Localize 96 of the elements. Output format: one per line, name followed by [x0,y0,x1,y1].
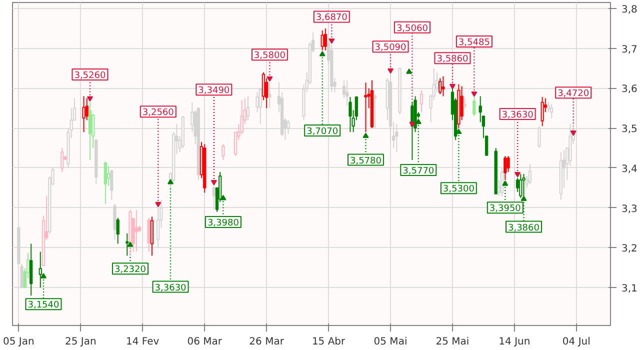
candlestick [348,96,352,133]
candlestick [395,124,398,153]
x-tick-label: 25 Mai [436,336,470,348]
candlestick [528,164,532,184]
candlestick [150,216,154,256]
data-label: 3,5780 [350,156,382,166]
point [406,68,412,74]
data-label: 3,5300 [442,184,475,195]
x-tick-label: 05 Mai [374,336,408,348]
candlestick [373,94,377,129]
data-label: 3,7070 [306,126,338,137]
candlestick [126,232,129,256]
data-label: 3,2560 [142,108,174,118]
x-tick-label: 05 Jan [3,336,34,348]
point [155,202,162,208]
data-label: 3,5485 [458,38,490,48]
candlestick [460,86,464,121]
candlestick [504,156,507,180]
y-tick-label: 3,2 [622,244,638,255]
y-tick-label: 3,4 [622,164,638,175]
data-label: 3,3490 [198,86,230,96]
candlestick [420,90,424,113]
candlestick [506,156,510,172]
point [409,122,416,128]
data-label: 3,3980 [207,218,240,228]
data-label: 3,5770 [402,166,434,177]
candlestick [82,96,86,133]
data-label: 3,4720 [558,89,590,100]
y-tick-label: 3,5 [622,124,638,136]
point [127,242,134,247]
point [362,132,369,138]
candlestick [134,209,138,252]
candlestick [346,80,349,107]
candlestick [364,82,368,133]
x-tick-label: 04 Jul [562,336,590,348]
y-tick-label: 3,3 [622,204,638,215]
point [266,76,273,82]
candlestick [324,28,328,51]
data-label: 3,3860 [508,223,540,234]
x-tick-label: 26 Mar [249,336,285,348]
data-label: 3,5860 [436,54,468,65]
point [86,96,93,102]
point [514,172,521,178]
candlestick [104,162,108,204]
candlestick [30,243,33,296]
point [471,91,478,97]
data-label: 3,5800 [254,51,286,62]
candlestick [147,217,150,252]
candlestick [442,76,445,97]
candlestick [88,102,92,161]
candlestick [286,120,290,135]
point [570,130,576,136]
candlestick [106,165,110,186]
candlestick [110,169,114,200]
candlestick [538,126,541,149]
x-tick-label: 25 Jan [65,336,96,348]
candlestick [540,96,544,127]
data-label: 3,5260 [74,71,106,82]
data-label: 3,2320 [114,265,146,276]
point [319,50,326,56]
y-tick-label: 3,1 [622,284,638,295]
data-label: 3,1540 [28,300,60,311]
candlestick [60,148,64,172]
x-tick-label: 14 Jun [498,336,530,348]
data-label: 3,6870 [316,13,348,24]
candlestick [550,104,554,119]
y-tick-label: 3,6 [622,84,638,96]
candlestick [463,98,466,109]
y-tick-label: 3,7 [622,44,638,56]
candlestick [438,78,442,95]
data-label: 3,3630 [154,283,187,294]
x-tick-label: 14 Fev [126,336,160,348]
candlestick [478,96,482,123]
point [502,180,508,186]
candlestick [116,217,120,244]
y-tick-label: 3,8 [622,4,638,16]
candlestick [256,92,259,113]
point [328,38,335,44]
candlestick [268,82,272,109]
data-label: 3,5090 [374,43,407,54]
point [388,68,394,74]
x-tick-label: 15 Abr [312,336,346,348]
data-label: 3,5060 [396,24,428,34]
point [40,273,46,278]
data-label: 3,3630 [502,110,534,120]
point [168,178,174,184]
x-tick-label: 06 Mar [187,336,223,348]
candlestick [519,173,522,198]
candlestick [500,167,504,196]
point [449,84,456,90]
candlestick [516,177,520,192]
candlestick [113,203,116,240]
data-label: 3,3950 [489,204,522,214]
candlestick [320,30,324,51]
point [520,196,527,202]
candlestick [246,96,250,121]
